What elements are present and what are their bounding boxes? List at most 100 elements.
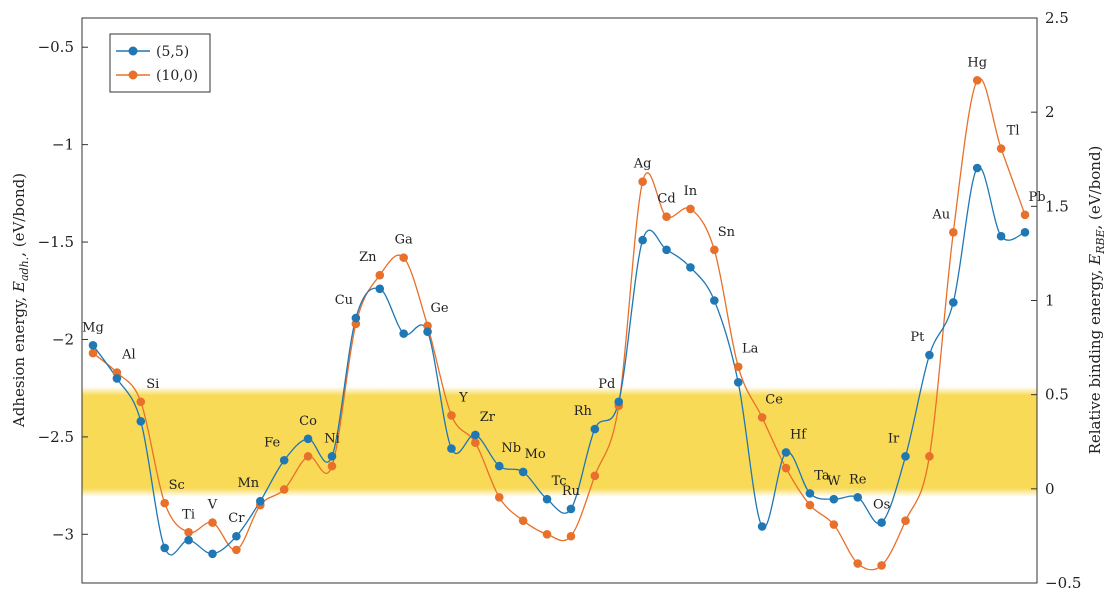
data-point-1-Fe (279, 485, 289, 494)
data-point-1-Sc (160, 498, 169, 508)
data-point-1-Zn (375, 270, 385, 280)
right-tick-label: 0.5 (1045, 386, 1069, 404)
data-point-1-La (733, 362, 743, 372)
element-label-Au: Au (931, 207, 950, 222)
element-label-Ag: Ag (633, 157, 652, 172)
left-axis: −0.5 −1 −1.5 −2 −2.5 −3 (38, 38, 88, 543)
data-point-1-Mo (518, 516, 528, 525)
left-tick-label: −2 (52, 330, 74, 348)
data-point-0-Tl (996, 231, 1006, 241)
data-point-0-Ir (901, 452, 910, 461)
data-point-1-Pb (1020, 210, 1030, 220)
data-point-0-Rh (590, 424, 600, 434)
data-point-1-Ag (638, 177, 647, 186)
element-label-Hf: Hf (790, 427, 807, 442)
data-point-0-Mn (255, 496, 265, 506)
legend-label-1: (5,5) (156, 44, 189, 60)
data-point-0-Ta (805, 489, 815, 498)
data-point-0-Hg (972, 163, 982, 173)
left-tick-label: −1.5 (38, 233, 74, 251)
element-label-Fe: Fe (264, 435, 280, 450)
element-label-Ni: Ni (324, 431, 340, 446)
band-rect (82, 386, 1037, 497)
data-point-0-W (829, 494, 839, 504)
element-label-Ta: Ta (814, 468, 830, 483)
element-label-Zr: Zr (480, 410, 496, 425)
element-label-Tc: Tc (552, 474, 567, 489)
right-axis: 2.5 2 1.5 1 0.5 0 −0.5 (1031, 9, 1081, 590)
data-point-1-Tc (542, 529, 552, 539)
data-point-1-Hg (972, 76, 982, 85)
element-label-Sc: Sc (169, 478, 185, 493)
y-axis-right-title: Relative binding energy, ERBE, (eV/bond) (1086, 146, 1107, 455)
data-point-1-Hf (781, 463, 791, 473)
data-point-0-Hf (781, 448, 791, 457)
element-label-Y: Y (458, 390, 468, 405)
data-point-1-Si (136, 397, 146, 407)
element-label-Ru: Ru (562, 484, 580, 499)
data-point-1-Ir (901, 516, 910, 525)
data-point-0-Ru (566, 504, 576, 514)
element-label-Rh: Rh (574, 404, 593, 419)
element-label-Nb: Nb (501, 441, 521, 456)
data-point-0-Y (447, 444, 456, 453)
data-point-1-V (208, 518, 217, 527)
right-tick-label: −0.5 (1045, 574, 1081, 590)
element-label-Ga: Ga (395, 233, 413, 248)
element-label-V: V (207, 498, 218, 513)
left-tick-label: −2.5 (38, 428, 74, 446)
right-tick-label: 1.5 (1045, 197, 1069, 215)
data-point-0-La (733, 378, 743, 387)
element-label-Cu: Cu (335, 293, 353, 308)
data-point-0-Ge (423, 327, 432, 336)
y-left-title-part1: Adhesion energy, (10, 292, 28, 428)
data-point-0-Pd (614, 397, 624, 407)
data-point-1-Ti (184, 528, 193, 537)
element-label-Tl: Tl (1007, 124, 1020, 139)
data-point-0-Cd (662, 245, 671, 255)
element-label-Co: Co (299, 414, 317, 429)
element-label-Ir: Ir (888, 431, 900, 446)
data-point-0-Cr (232, 531, 241, 541)
data-point-0-V (208, 549, 217, 559)
data-point-1-Pt (925, 452, 934, 461)
legend-marker-2 (128, 70, 138, 80)
data-point-1-Co (303, 452, 313, 461)
data-point-0-Mo (518, 467, 528, 477)
element-label-Cd: Cd (657, 192, 675, 207)
data-point-1-Ga (399, 253, 408, 262)
data-point-1-In (686, 204, 695, 214)
element-label-Si: Si (146, 377, 159, 392)
y-left-title-subscript: adh. (18, 257, 31, 281)
left-tick-label: −1 (52, 136, 74, 154)
data-point-0-Ag (638, 235, 647, 245)
data-point-1-Sn (710, 245, 719, 255)
y-right-title-symbol: E (1086, 254, 1104, 266)
y-right-title-part2: , (eV/bond) (1086, 146, 1104, 230)
element-label-Mg: Mg (82, 320, 104, 335)
legend-label-2: (10,0) (156, 68, 198, 84)
data-point-1-Cr (232, 545, 241, 555)
data-point-1-Y (447, 411, 456, 420)
element-label-Pt: Pt (910, 330, 925, 345)
data-point-0-Tc (542, 494, 552, 504)
data-point-0-Fe (279, 455, 289, 465)
element-label-W: W (827, 474, 841, 489)
data-point-0-Au (949, 298, 958, 307)
element-label-La: La (742, 342, 759, 357)
element-label-Al: Al (121, 348, 136, 363)
data-point-1-Zr (471, 438, 480, 448)
stability-band (82, 386, 1037, 497)
element-label-Pb: Pb (1028, 190, 1045, 205)
right-tick-label: 2 (1045, 103, 1055, 121)
data-point-0-Co (303, 434, 313, 444)
data-point-1-Ta (805, 500, 815, 510)
data-point-1-Re (853, 559, 863, 568)
right-tick-label: 1 (1045, 292, 1055, 310)
element-label-Ti: Ti (182, 507, 195, 522)
data-point-1-Rh (590, 471, 600, 481)
right-tick-label: 0 (1045, 480, 1055, 498)
data-point-1-Tl (996, 144, 1006, 153)
element-label-Sn: Sn (718, 225, 736, 240)
data-point-0-Sn (710, 296, 719, 305)
